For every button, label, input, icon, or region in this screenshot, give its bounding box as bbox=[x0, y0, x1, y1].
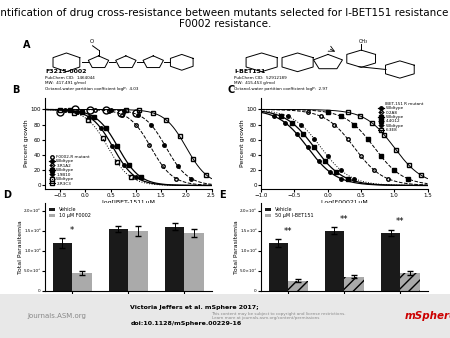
Text: Victoria Jeffers et al. mSphere 2017;: Victoria Jeffers et al. mSphere 2017; bbox=[130, 305, 259, 310]
Text: **: ** bbox=[340, 215, 348, 224]
Text: This content may be subject to copyright and license restrictions.
Learn more at: This content may be subject to copyright… bbox=[212, 312, 346, 320]
Text: **: ** bbox=[396, 217, 405, 226]
Text: CH₃: CH₃ bbox=[358, 39, 368, 44]
Legend: Vehicle, 50 μM I-BET151: Vehicle, 50 μM I-BET151 bbox=[263, 205, 315, 220]
Text: D: D bbox=[4, 190, 11, 200]
Legend: Vehicle, 10 μM F0002: Vehicle, 10 μM F0002 bbox=[47, 205, 93, 220]
Bar bbox=[72, 273, 92, 291]
Text: Journals.ASM.org: Journals.ASM.org bbox=[27, 313, 86, 319]
Y-axis label: Total Parasitemia: Total Parasitemia bbox=[234, 220, 239, 274]
Bar bbox=[165, 227, 184, 291]
Text: B: B bbox=[12, 86, 19, 95]
Bar bbox=[288, 281, 308, 291]
Y-axis label: Percent growth: Percent growth bbox=[24, 120, 29, 167]
Text: PubChem CID:  52912189
MW:  415.453 g/mol
Octanol-water partition coefficient lo: PubChem CID: 52912189 MW: 415.453 g/mol … bbox=[234, 76, 328, 91]
Bar bbox=[269, 243, 288, 291]
Legend: F0002-R mutant, Wildtype, 3.R1A2, Wildtype, 1.9B10, Wildtype, 2.R3C3: F0002-R mutant, Wildtype, 3.R1A2, Wildty… bbox=[47, 153, 91, 187]
Text: doi:10.1128/mSphere.00229-16: doi:10.1128/mSphere.00229-16 bbox=[130, 321, 242, 326]
X-axis label: Mutant: Mutant bbox=[117, 314, 140, 319]
Text: *: * bbox=[70, 226, 74, 235]
Y-axis label: Percent growth: Percent growth bbox=[240, 120, 245, 167]
Text: **: ** bbox=[284, 226, 292, 236]
Legend: IBET-151 R mutant, Wildtype, 0.2A8, Wildtype, 4.4G12, Wildtype, 6.3E8: IBET-151 R mutant, Wildtype, 0.2A8, Wild… bbox=[376, 100, 425, 134]
Text: Quantification of drug cross-resistance between mutants selected for I-BET151 re: Quantification of drug cross-resistance … bbox=[0, 8, 450, 19]
Bar bbox=[344, 277, 364, 291]
Text: F3215-0002: F3215-0002 bbox=[45, 69, 86, 74]
Text: I-BET151: I-BET151 bbox=[234, 69, 266, 74]
Bar bbox=[184, 233, 204, 291]
X-axis label: Log[F0002] μM: Log[F0002] μM bbox=[321, 200, 368, 205]
Text: O: O bbox=[90, 39, 94, 44]
Text: F0002 resistance.: F0002 resistance. bbox=[179, 19, 271, 29]
Y-axis label: Total Parasitemia: Total Parasitemia bbox=[18, 220, 22, 274]
Bar bbox=[381, 233, 400, 291]
Bar bbox=[53, 243, 72, 291]
Bar bbox=[108, 229, 128, 291]
Text: mSphere: mSphere bbox=[405, 311, 450, 321]
X-axis label: Mutant: Mutant bbox=[333, 314, 356, 319]
Bar bbox=[128, 231, 148, 291]
Bar bbox=[324, 231, 344, 291]
Text: A: A bbox=[22, 40, 30, 50]
Text: E: E bbox=[220, 190, 226, 200]
Text: PubChem CID:  1464044
MW:  417.491 g/mol
Octanol-water partition coefficient log: PubChem CID: 1464044 MW: 417.491 g/mol O… bbox=[45, 76, 139, 91]
Bar bbox=[400, 273, 420, 291]
X-axis label: log[IBET-151] μM: log[IBET-151] μM bbox=[102, 200, 155, 205]
Text: C: C bbox=[228, 86, 235, 95]
